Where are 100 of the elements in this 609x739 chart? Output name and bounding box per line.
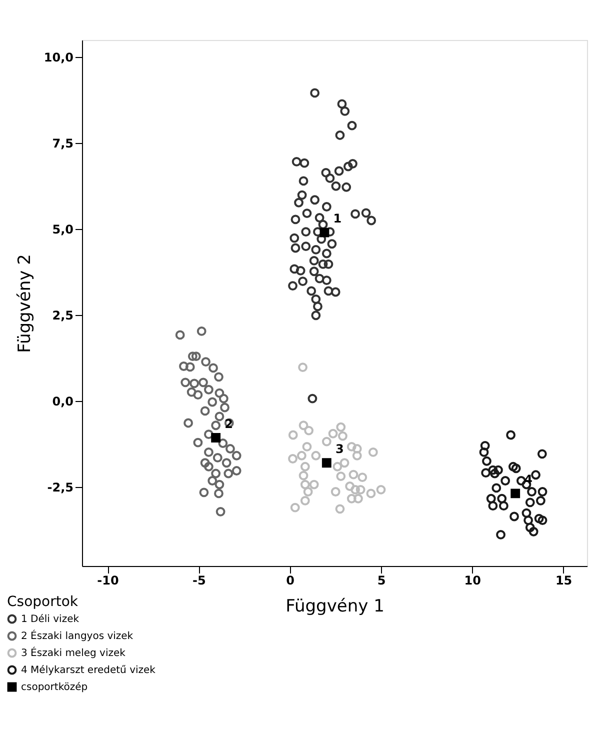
point	[347, 120, 357, 130]
point	[211, 420, 221, 430]
point	[288, 430, 298, 440]
point	[525, 522, 535, 532]
point	[537, 449, 547, 459]
point	[296, 266, 306, 276]
point	[330, 487, 340, 496]
y-tick-label: -2,5	[47, 480, 74, 494]
point	[342, 182, 352, 192]
point	[481, 468, 491, 478]
legend-label: 1 Déli vizek	[21, 614, 80, 625]
y-tick-label: 0,0	[52, 394, 74, 408]
point	[358, 472, 368, 482]
point	[486, 494, 496, 504]
point	[226, 444, 235, 454]
point	[193, 390, 203, 400]
point	[218, 394, 228, 404]
point	[348, 159, 358, 168]
point	[352, 444, 362, 454]
point	[479, 448, 489, 457]
point	[193, 438, 203, 448]
point	[309, 256, 319, 266]
point	[496, 530, 506, 540]
point	[338, 431, 348, 441]
point	[498, 501, 508, 511]
point	[511, 464, 521, 474]
point	[316, 234, 326, 244]
point	[232, 466, 242, 476]
y-tick-label: 7,5	[52, 136, 74, 151]
point	[376, 484, 386, 494]
point	[324, 286, 334, 296]
point	[179, 362, 188, 371]
point	[196, 326, 206, 336]
point	[490, 468, 500, 478]
point	[332, 462, 342, 472]
point	[328, 428, 338, 438]
point	[361, 208, 371, 218]
point	[348, 470, 358, 480]
point	[527, 487, 536, 496]
point	[322, 248, 332, 258]
point	[300, 496, 310, 506]
point	[318, 220, 328, 230]
y-tick-label: 2,5	[52, 308, 74, 323]
point	[204, 448, 214, 457]
x-tick-label: 5	[377, 574, 386, 588]
point	[536, 496, 546, 506]
point	[528, 526, 538, 536]
point	[204, 384, 214, 394]
point	[538, 516, 548, 525]
point	[327, 239, 337, 249]
point	[346, 494, 356, 504]
point	[340, 106, 350, 116]
point	[510, 512, 519, 522]
point	[322, 202, 332, 212]
point	[212, 453, 222, 462]
point	[222, 458, 232, 468]
x-tick-label: -10	[97, 574, 119, 588]
point	[309, 480, 319, 490]
point	[214, 372, 224, 382]
point	[201, 357, 210, 366]
point	[186, 387, 196, 397]
point	[330, 287, 340, 297]
point	[334, 166, 344, 176]
point	[331, 181, 341, 191]
point	[506, 430, 516, 440]
point	[288, 454, 298, 464]
point	[482, 456, 492, 466]
point	[298, 470, 308, 480]
legend-label: 4 Mélykarszt eredetű vizek	[21, 665, 156, 676]
annotation: 3	[335, 442, 344, 456]
annotation: 1	[333, 212, 342, 226]
point	[311, 450, 321, 460]
point	[497, 494, 507, 504]
point	[531, 470, 540, 480]
point	[184, 418, 193, 428]
x-tick-label: -5	[192, 574, 206, 588]
point	[322, 276, 332, 286]
point	[290, 243, 300, 253]
point	[296, 450, 306, 460]
point	[199, 488, 209, 498]
point	[290, 233, 300, 243]
point	[190, 378, 200, 388]
point	[188, 352, 198, 361]
point	[346, 442, 356, 452]
point	[321, 168, 331, 178]
point	[345, 482, 355, 491]
point	[350, 209, 360, 219]
legend-label: csoportközép	[21, 682, 88, 693]
point	[366, 488, 376, 498]
point	[335, 130, 345, 140]
point	[185, 362, 195, 372]
point	[343, 162, 353, 172]
point	[302, 442, 312, 452]
point	[337, 99, 347, 109]
point	[340, 458, 350, 468]
point	[325, 174, 335, 183]
point	[352, 450, 362, 460]
point	[508, 462, 518, 472]
point	[208, 397, 218, 407]
point	[324, 259, 334, 269]
